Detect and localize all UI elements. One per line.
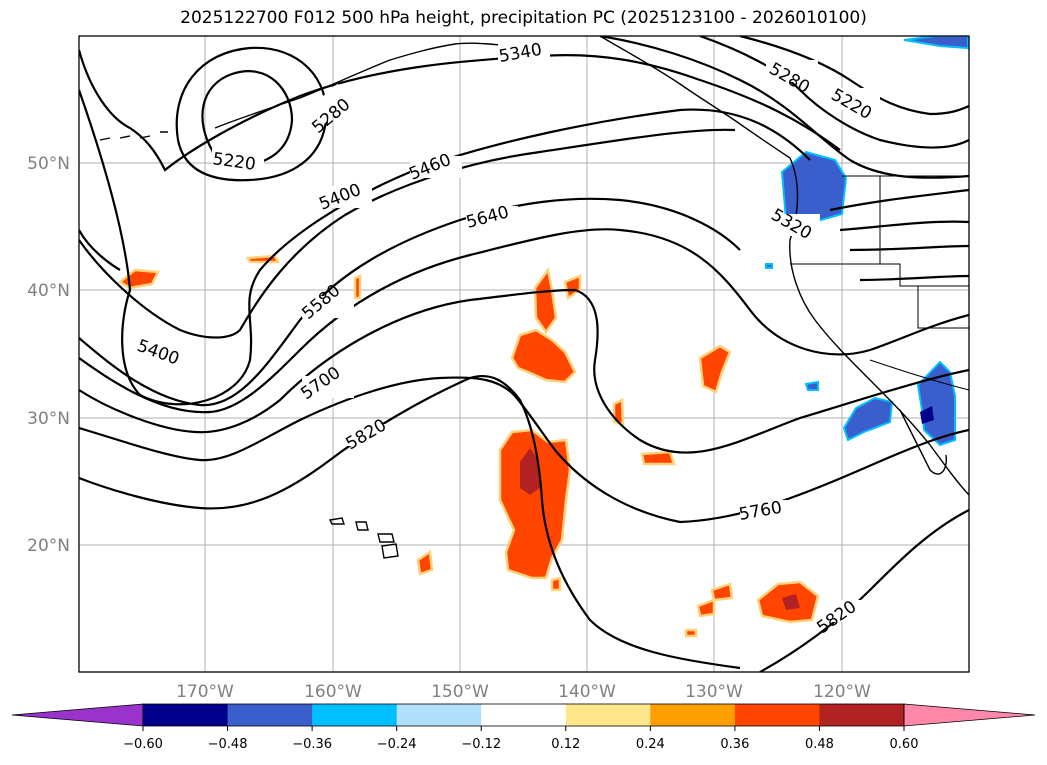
precip-negative-areas	[765, 36, 969, 447]
lat-label: 40°N	[27, 281, 70, 301]
colorbar-tick-label: 0.36	[720, 737, 749, 752]
precip-area	[353, 274, 362, 300]
colorbar-tick-label: −0.36	[292, 737, 332, 752]
contour-east-1	[829, 188, 969, 212]
colorbar-segment	[734, 704, 820, 726]
map-title: 2025122700 F012 500 hPa height, precipit…	[180, 8, 867, 28]
contour-5820-a	[79, 374, 741, 670]
contour-5700	[79, 288, 969, 454]
precip-area	[498, 428, 572, 580]
precip-area	[416, 549, 434, 576]
colorbar-segment	[481, 704, 567, 726]
colorbar-tick-label: 0.12	[551, 737, 580, 752]
lon-label: 130°W	[685, 682, 743, 702]
contour-5820-b	[759, 509, 969, 672]
precip-area	[563, 274, 582, 301]
contour-5400-b	[79, 229, 121, 271]
colorbar-segment	[312, 704, 398, 726]
lat-label: 30°N	[27, 409, 70, 429]
colorbar-extend-high	[903, 703, 1036, 727]
coastlines	[99, 36, 969, 559]
coastline-baja	[899, 409, 947, 475]
coastline-alaska	[214, 42, 521, 129]
colorbar-tick-label: −0.12	[461, 737, 501, 752]
precip-area	[640, 450, 676, 466]
precip-area	[698, 344, 732, 394]
lat-label: 50°N	[27, 154, 70, 174]
colorbar-tick-label: −0.48	[208, 737, 248, 752]
colorbar-tick-label: −0.60	[123, 737, 163, 752]
precip-strong-negative	[920, 406, 934, 424]
contour-north-2	[699, 36, 969, 149]
map-frame	[78, 35, 970, 673]
colorbar-segment	[650, 704, 736, 726]
colorbar-tick-label: −0.24	[377, 737, 417, 752]
colorbar-segment	[143, 704, 229, 726]
precip-area	[804, 380, 819, 391]
lon-label: 170°W	[176, 682, 234, 702]
precip-area	[710, 582, 734, 602]
colorbar-segment	[396, 704, 482, 726]
lon-label: 160°W	[304, 682, 362, 702]
longitude-labels: 170°W 160°W 150°W 140°W 130°W 120°W	[176, 682, 871, 702]
latitude-labels: 50°N 40°N 30°N 20°N	[27, 154, 70, 556]
lat-label: 20°N	[27, 536, 70, 556]
precip-area	[533, 266, 558, 335]
lon-label: 150°W	[431, 682, 489, 702]
colorbar-segment	[227, 704, 313, 726]
contour-5460	[79, 128, 736, 339]
borders	[790, 175, 969, 391]
colorbar	[11, 703, 1036, 727]
colorbar-border	[142, 703, 905, 727]
precip-area	[550, 576, 562, 592]
colorbar-ticks: −0.60 −0.48 −0.36 −0.24 −0.12 0.12 0.24 0.36 0.4…	[123, 726, 918, 752]
lon-label: 140°W	[558, 682, 616, 702]
lon-label: 120°W	[813, 682, 871, 702]
coastline-aleutians	[99, 131, 168, 141]
coastline-hawaii	[328, 517, 399, 559]
contour-5640	[79, 228, 969, 414]
coastline-alaska-gulf	[599, 36, 791, 159]
precip-area	[510, 328, 577, 384]
precip-area	[684, 628, 698, 638]
colorbar-extend-low	[11, 703, 144, 727]
map-plot-area	[79, 36, 969, 672]
colorbar-tick-label: 0.60	[890, 737, 919, 752]
contour-east-2	[839, 220, 969, 232]
precip-strong-areas	[520, 448, 800, 610]
colorbar-tick-label: 0.48	[805, 737, 834, 752]
colorbar-segment	[565, 704, 651, 726]
colorbar-segment	[819, 704, 905, 726]
contour-5760	[79, 376, 969, 524]
contour-east-3	[849, 244, 969, 252]
contour-5580	[79, 197, 741, 407]
precip-area	[903, 36, 969, 50]
precip-area	[842, 396, 894, 442]
precip-area	[696, 598, 716, 618]
precip-area	[765, 263, 773, 269]
contour-east-4	[859, 274, 969, 282]
contour-5340	[79, 49, 841, 172]
colorbar-tick-label: 0.24	[636, 737, 665, 752]
contour-5400-a	[79, 89, 811, 406]
